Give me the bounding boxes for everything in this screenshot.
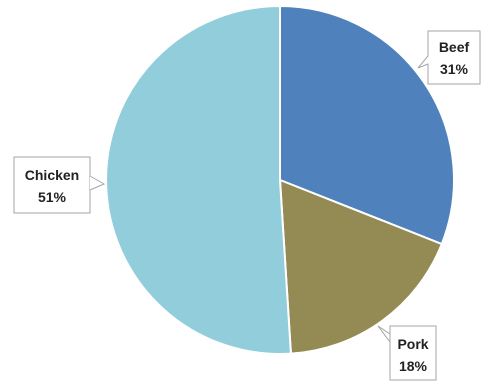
callout-box-beef <box>417 30 481 85</box>
callout-box-pork <box>377 325 437 381</box>
data-label-chicken-value: 51% <box>38 189 67 205</box>
data-label-beef-value: 31% <box>440 61 469 77</box>
pie-callouts: Beef 31% Pork 18% Chicken 51% <box>13 30 481 381</box>
data-label-beef-name: Beef <box>439 39 470 55</box>
pie-slice-chicken <box>105 4 292 355</box>
callout-chicken: Chicken 51% <box>13 156 106 214</box>
pie-slice-pork <box>278 178 444 355</box>
callout-beef: Beef 31% <box>417 30 481 85</box>
data-label-pork-name: Pork <box>397 336 428 352</box>
data-label-chicken-name: Chicken <box>25 167 79 183</box>
data-label-pork-value: 18% <box>399 358 428 374</box>
callout-pointer-chicken <box>89 175 106 191</box>
pie-slices <box>105 4 455 355</box>
callout-box-chicken <box>13 156 91 214</box>
callout-pork: Pork 18% <box>377 325 437 381</box>
pie-slice-beef <box>279 4 455 246</box>
